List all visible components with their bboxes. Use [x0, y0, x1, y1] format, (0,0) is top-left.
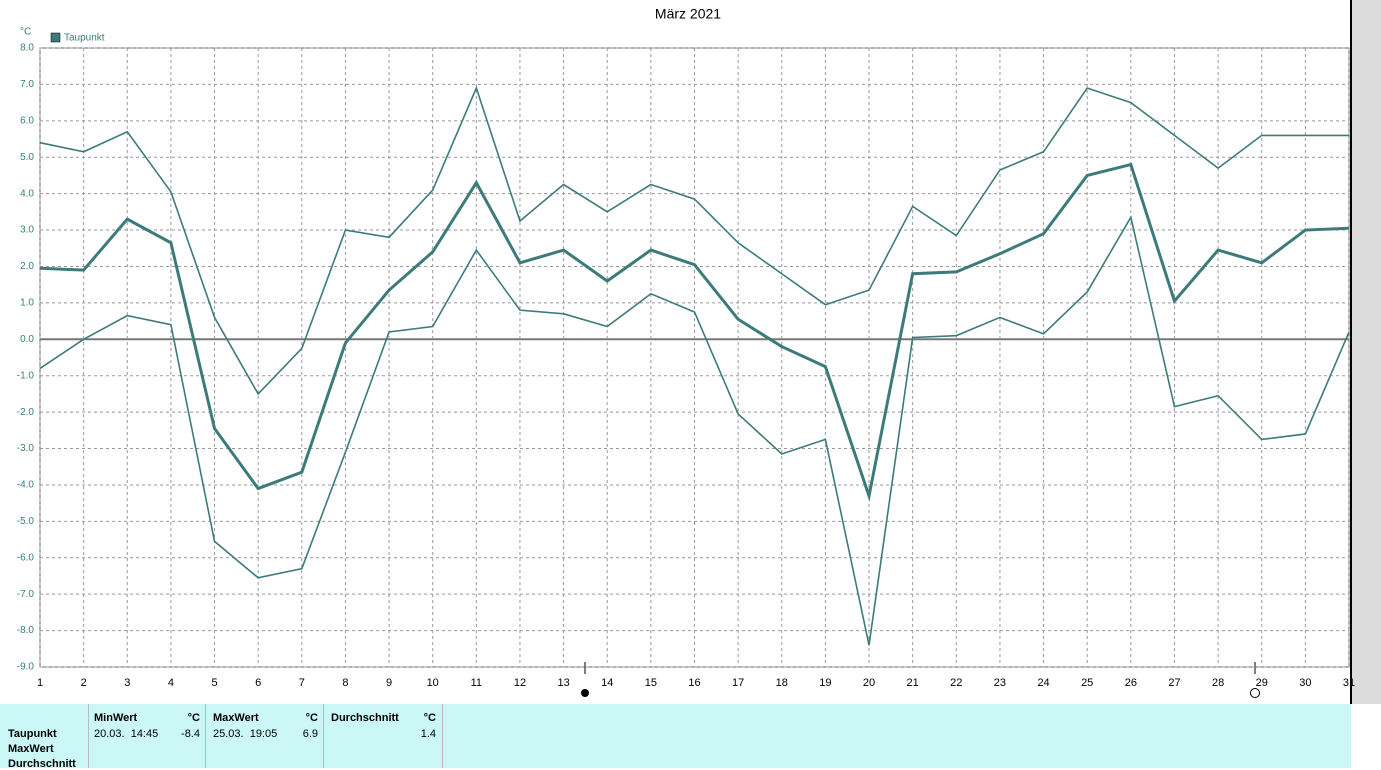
- y-tick-label: -7.0: [17, 589, 35, 600]
- x-tick-label: 22: [950, 677, 962, 689]
- y-tick-label: -5.0: [17, 516, 35, 527]
- y-tick-label: 7.0: [20, 79, 34, 90]
- col-unit: °C: [423, 712, 436, 724]
- y-tick-label: -6.0: [17, 552, 35, 563]
- y-tick-label: -8.0: [17, 625, 35, 636]
- moon-full: [1250, 688, 1260, 698]
- column: MinWert °C 20.03. 14:45 -8.4: [88, 704, 206, 768]
- x-tick-label: 26: [1125, 677, 1137, 689]
- x-tick-label: 31: [1343, 677, 1355, 689]
- stats-panel: Taupunkt MaxWert Durchschnitt MinWert °C…: [0, 704, 1351, 770]
- col-header: MinWert: [94, 712, 138, 724]
- x-tick-label: 6: [255, 677, 261, 689]
- x-tick-label: 27: [1168, 677, 1180, 689]
- column: Durchschnitt °C 1.4: [323, 704, 443, 768]
- moon-new: [581, 689, 589, 697]
- x-tick-label: 5: [211, 677, 217, 689]
- y-tick-label: 3.0: [20, 225, 34, 236]
- x-tick-label: 10: [427, 677, 439, 689]
- y-tick-label: 2.0: [20, 261, 34, 272]
- col-value: 6.9: [302, 728, 318, 740]
- x-tick-label: 3: [124, 677, 130, 689]
- col-header: Durchschnitt: [331, 712, 399, 724]
- x-tick-label: 9: [386, 677, 392, 689]
- y-tick-label: 0.0: [20, 334, 34, 345]
- x-tick-label: 2: [81, 677, 87, 689]
- x-tick-label: 23: [994, 677, 1006, 689]
- chart-title: März 2021: [655, 6, 721, 22]
- x-tick-label: 1: [37, 677, 43, 689]
- x-tick-label: 13: [557, 677, 569, 689]
- col-time: 25.03. 19:05: [213, 728, 278, 740]
- series-line: [39, 162, 1350, 502]
- x-tick-label: 8: [342, 677, 348, 689]
- row-label: Taupunkt: [8, 728, 57, 740]
- y-tick-label: 6.0: [20, 115, 34, 126]
- y-tick-label: -4.0: [17, 480, 35, 491]
- x-tick-label: 28: [1212, 677, 1224, 689]
- row-label: MaxWert: [8, 743, 54, 755]
- row-label: Durchschnitt: [8, 758, 76, 770]
- series-line: [39, 215, 1350, 646]
- y-tick-label: -9.0: [17, 662, 35, 673]
- x-tick-label: 12: [514, 677, 526, 689]
- x-tick-label: 4: [168, 677, 174, 689]
- col-unit: °C: [305, 712, 318, 724]
- col-time: 20.03. 14:45: [94, 728, 159, 740]
- x-tick-label: 19: [819, 677, 831, 689]
- col-unit: °C: [187, 712, 200, 724]
- y-tick-label: 8.0: [20, 43, 34, 54]
- x-tick-label: 14: [601, 677, 613, 689]
- col-value: -8.4: [181, 728, 200, 740]
- y-tick-label: -2.0: [17, 407, 35, 418]
- col-header: MaxWert: [213, 712, 259, 724]
- x-tick-label: 24: [1037, 677, 1049, 689]
- x-tick-label: 11: [471, 677, 482, 689]
- chart: März 2021 °C 8.0 7.0 6.0 5.0 4.0 3.0 2.0 1.0 0.0…: [17, 0, 1381, 704]
- column: MaxWert °C 25.03. 19:05 6.9: [205, 704, 324, 768]
- legend-label: Taupunkt: [64, 33, 105, 44]
- col-value: 1.4: [420, 728, 436, 740]
- x-tick-label: 7: [299, 677, 305, 689]
- x-tick-label: 30: [1299, 677, 1311, 689]
- x-tick-label: 17: [732, 677, 744, 689]
- x-tick-label: 29: [1256, 677, 1268, 689]
- y-tick-label: 4.0: [20, 188, 34, 199]
- series-line: [39, 85, 1349, 396]
- y-unit: °C: [20, 27, 31, 38]
- x-tick-label: 20: [863, 677, 875, 689]
- y-tick-label: -3.0: [17, 443, 35, 454]
- legend-swatch: [50, 32, 61, 43]
- y-tick-label: 1.0: [20, 298, 34, 309]
- x-tick-label: 16: [688, 677, 700, 689]
- x-tick-label: 25: [1081, 677, 1093, 689]
- x-tick-label: 18: [776, 677, 788, 689]
- window-edge: [1351, 0, 1381, 704]
- x-tick-label: 21: [907, 677, 919, 689]
- x-tick-label: 15: [645, 677, 657, 689]
- y-tick-label: -1.0: [17, 370, 35, 381]
- y-tick-label: 5.0: [20, 152, 34, 163]
